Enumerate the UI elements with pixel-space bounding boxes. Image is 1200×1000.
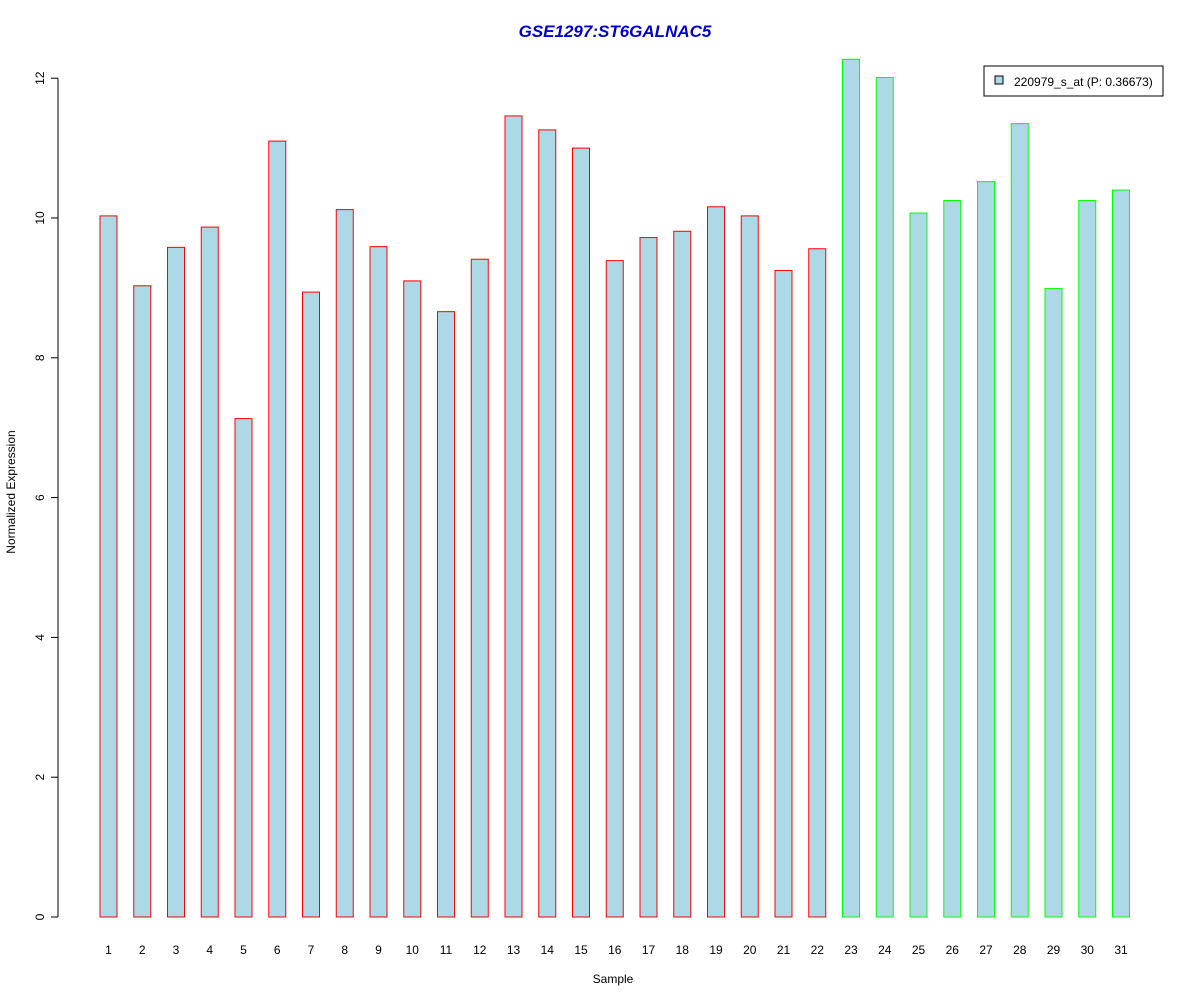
bar-sample-24: [875, 77, 894, 918]
x-tick-label: 12: [473, 943, 487, 957]
y-tick-label: 8: [33, 354, 47, 361]
y-tick-label: 2: [33, 774, 47, 781]
legend-swatch: [994, 75, 1004, 85]
bar-sample-2: [133, 285, 152, 918]
x-tick-label: 19: [709, 943, 723, 957]
bar-sample-19: [707, 206, 725, 918]
bar-sample-10: [403, 280, 422, 918]
bar-sample-5: [234, 418, 253, 918]
x-tick-label: 20: [743, 943, 757, 957]
x-tick-label: 8: [341, 943, 348, 957]
x-tick-label: 2: [139, 943, 146, 957]
bar-sample-29: [1044, 288, 1063, 918]
x-tick-label: 15: [574, 943, 588, 957]
bar-sample-20: [740, 215, 759, 918]
x-tick-label: 17: [642, 943, 656, 957]
x-tick-label: 14: [541, 943, 555, 957]
x-tick-label: 7: [308, 943, 315, 957]
x-tick-label: 23: [844, 943, 858, 957]
legend-box: [983, 65, 1164, 97]
bar-sample-22: [808, 248, 827, 918]
y-axis: 0 2 4 6 8 10 12: [33, 71, 59, 920]
bar-sample-16: [605, 260, 624, 918]
x-tick-label: 26: [946, 943, 960, 957]
x-tick-label: 29: [1047, 943, 1061, 957]
bar-sample-26: [943, 200, 962, 918]
x-tick-label: 21: [777, 943, 791, 957]
bar-sample-18: [673, 230, 692, 918]
y-tick-label: 0: [33, 913, 47, 920]
bar-sample-21: [774, 269, 793, 918]
x-tick-label: 18: [676, 943, 690, 957]
bar-sample-23: [842, 58, 860, 918]
x-tick-label: 22: [811, 943, 825, 957]
x-tick-label: 9: [375, 943, 382, 957]
bar-sample-15: [572, 147, 590, 918]
x-tick-label: 24: [878, 943, 892, 957]
bar-sample-9: [369, 246, 388, 918]
y-tick-label: 12: [33, 71, 47, 85]
bars: [99, 58, 1130, 918]
y-axis-label: Normalized Expression: [4, 430, 18, 553]
x-tick-label: 5: [240, 943, 247, 957]
x-tick-label: 3: [173, 943, 180, 957]
x-tick-label: 25: [912, 943, 926, 957]
bar-sample-3: [167, 246, 185, 918]
x-axis-label: Sample: [593, 972, 634, 986]
bar-sample-31: [1112, 189, 1130, 918]
x-tick-label: 30: [1081, 943, 1095, 957]
bar-sample-13: [504, 115, 523, 918]
bar-sample-6: [268, 140, 287, 918]
x-tick-label: 27: [979, 943, 993, 957]
x-tick-label: 28: [1013, 943, 1027, 957]
bar-sample-27: [977, 181, 995, 918]
x-tick-label: 1: [105, 943, 112, 957]
bar-sample-12: [470, 258, 489, 918]
y-tick-label: 4: [33, 634, 47, 641]
y-tick-label: 10: [33, 211, 47, 225]
x-tick-label: 4: [206, 943, 213, 957]
bar-sample-14: [538, 129, 557, 918]
chart-title: GSE1297:ST6GALNAC5: [519, 22, 712, 41]
x-axis-tick-labels: 1 2 3 4 5 6 7 8 9 10 11 12 13 14 15 16 17 18 19 20 21 22 23 24 2…: [105, 943, 1128, 957]
bar-sample-17: [639, 237, 658, 918]
bar-sample-28: [1010, 123, 1029, 918]
x-tick-label: 16: [608, 943, 622, 957]
bar-sample-8: [335, 209, 354, 918]
bar-sample-4: [200, 226, 219, 918]
bar-sample-30: [1078, 200, 1097, 918]
x-tick-label: 6: [274, 943, 281, 957]
bar-sample-7: [302, 291, 320, 918]
y-tick-label: 6: [33, 494, 47, 501]
x-tick-label: 13: [507, 943, 521, 957]
bar-sample-25: [909, 212, 928, 918]
bar-sample-1: [99, 215, 118, 918]
x-tick-label: 31: [1114, 943, 1128, 957]
legend-label: 220979_s_at (P: 0.36673): [1014, 75, 1153, 89]
bar-sample-11: [437, 311, 455, 918]
legend: 220979_s_at (P: 0.36673): [983, 65, 1164, 97]
x-tick-label: 11: [440, 943, 453, 957]
x-tick-label: 10: [406, 943, 420, 957]
